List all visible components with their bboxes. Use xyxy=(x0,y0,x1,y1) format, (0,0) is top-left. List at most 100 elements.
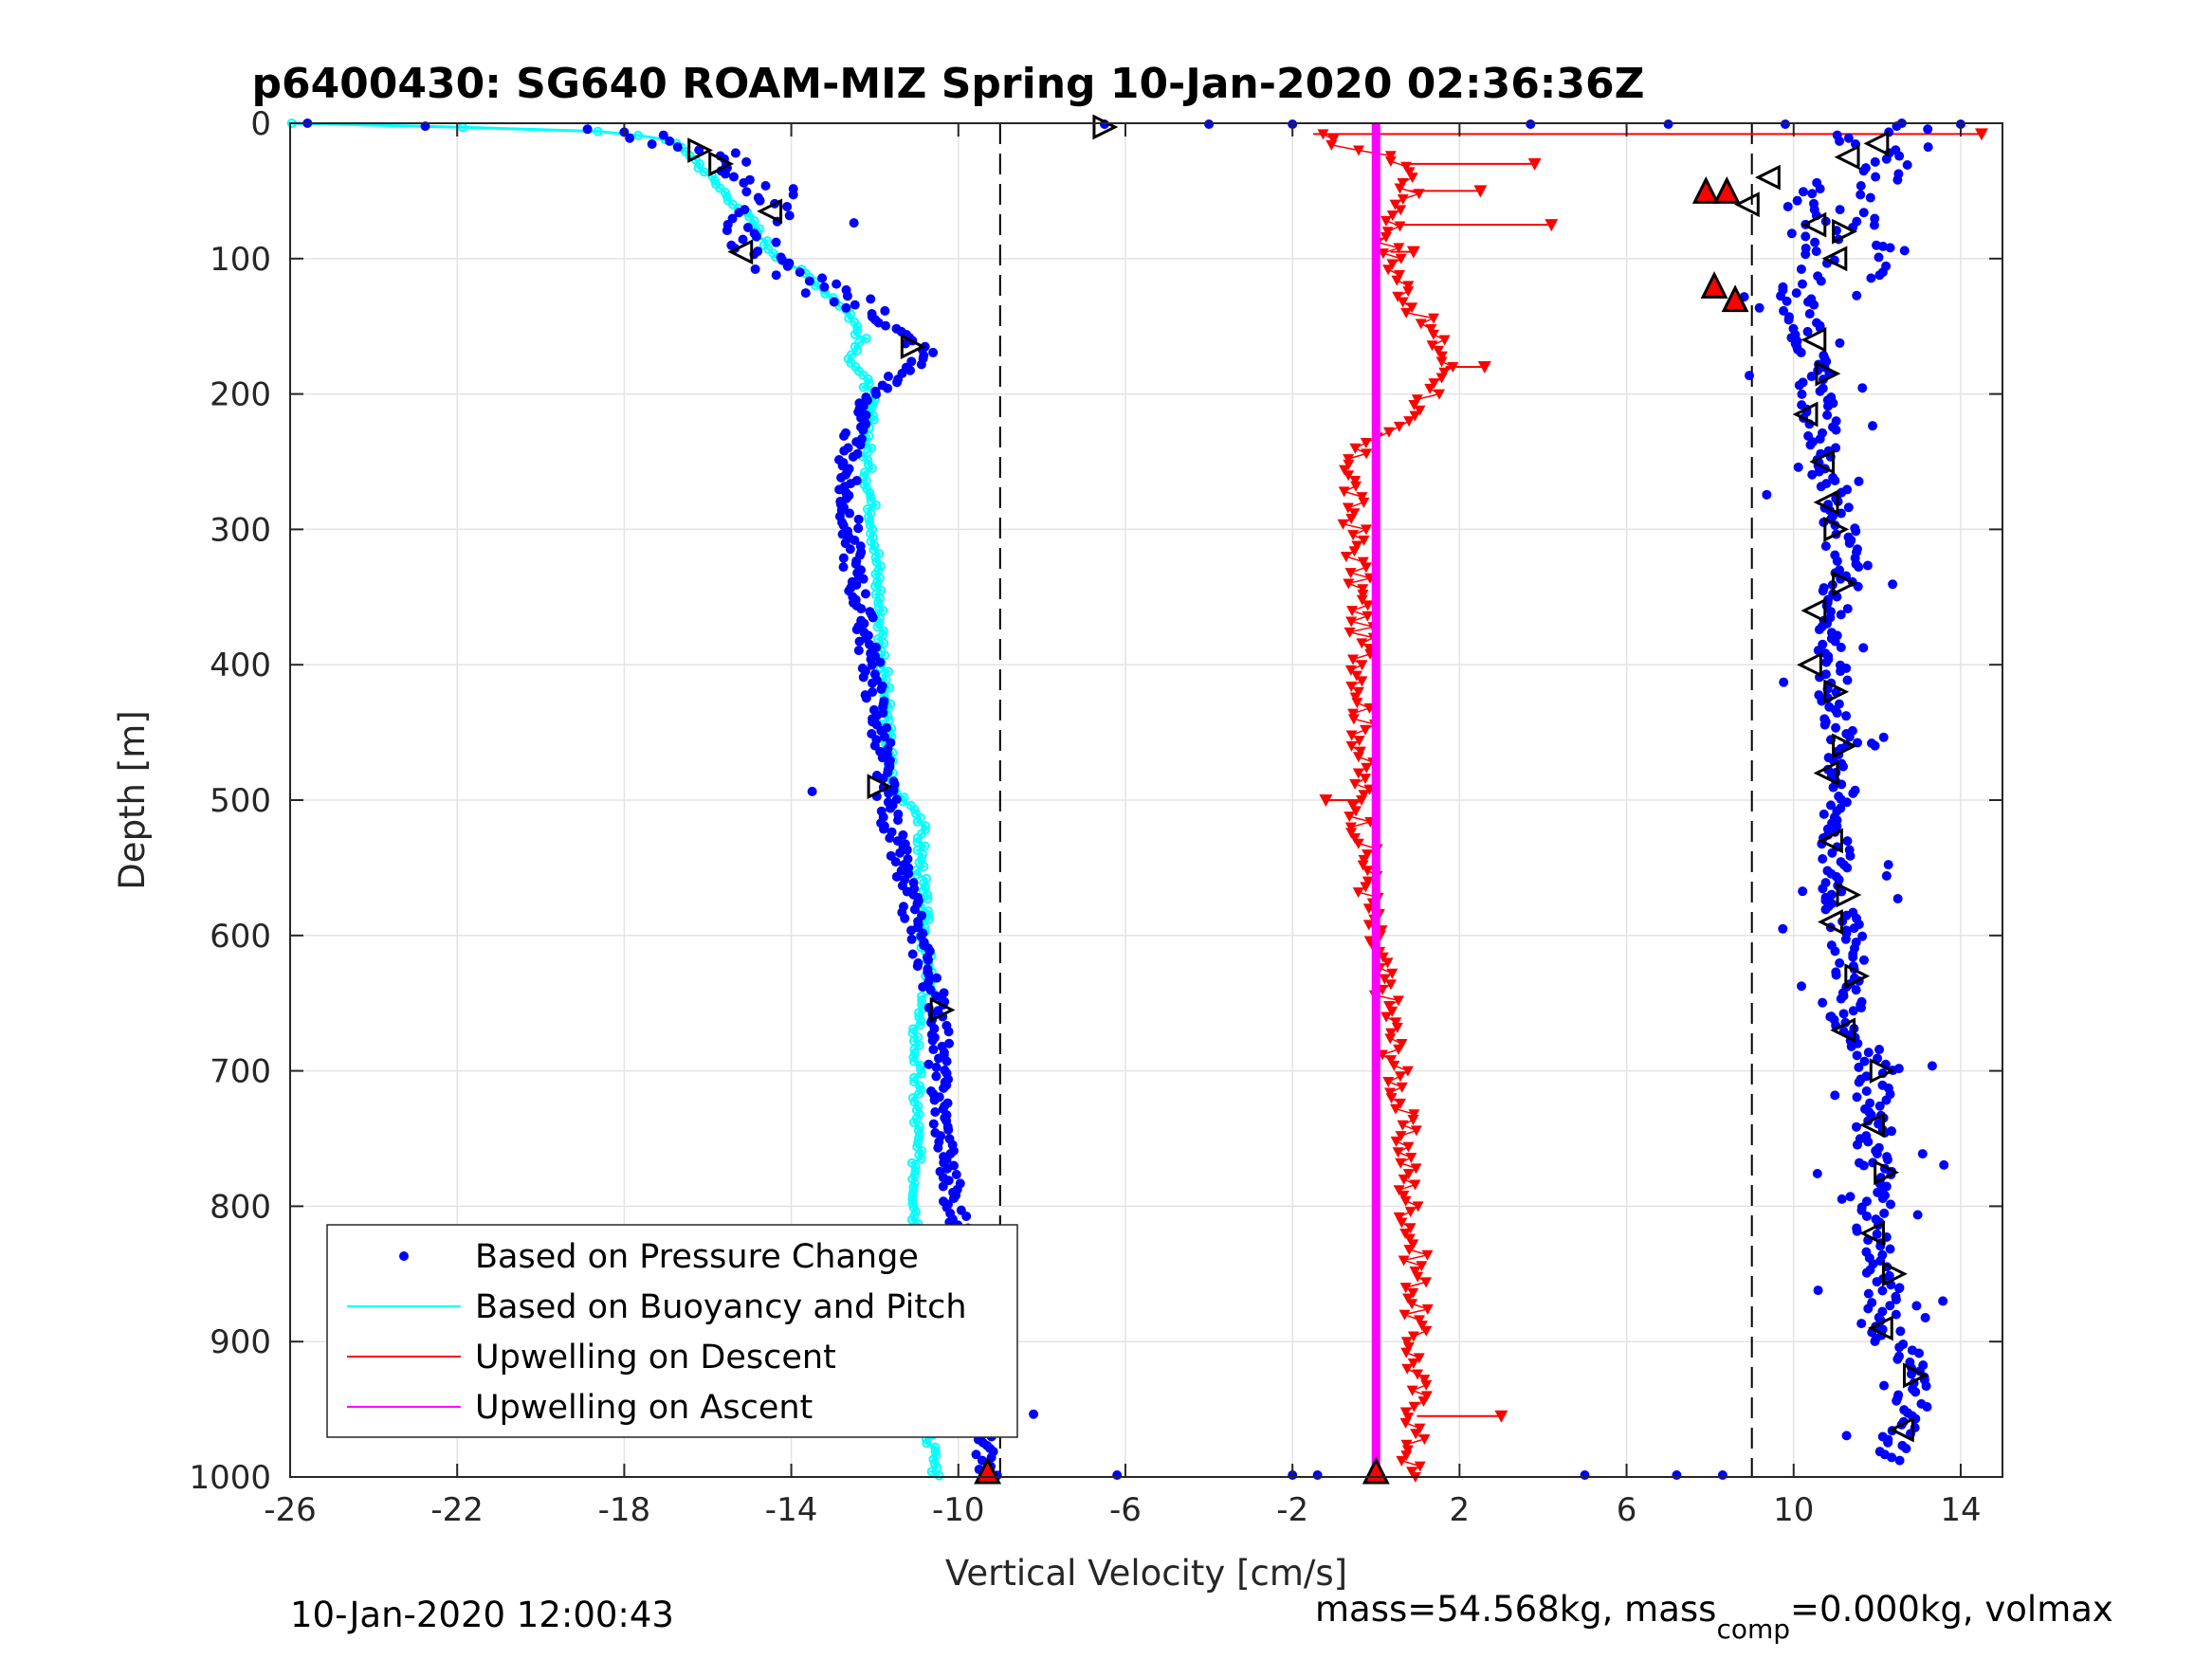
pressure-point xyxy=(1796,347,1806,357)
pressure-outlier xyxy=(1920,1312,1930,1322)
pressure-point xyxy=(1866,273,1876,283)
pressure-outlier xyxy=(1883,860,1893,870)
pressure-point xyxy=(928,347,939,357)
pressure-point xyxy=(943,1124,954,1135)
pressure-outlier-point xyxy=(1029,1409,1039,1419)
pressure-point xyxy=(906,934,917,944)
pressure-outlier xyxy=(1894,1284,1905,1294)
pressure-point xyxy=(1887,1452,1897,1463)
y-tick-label: 800 xyxy=(210,1188,271,1226)
pressure-point xyxy=(741,187,752,197)
legend: Based on Pressure Change Based on Buoyanc… xyxy=(326,1224,1018,1438)
pressure-point xyxy=(931,1062,941,1072)
pressure-outlier xyxy=(1845,1192,1856,1202)
pressure-outlier xyxy=(1877,241,1888,251)
pressure-point xyxy=(672,142,683,153)
pressure-point xyxy=(741,156,752,167)
pressure-outlier xyxy=(1826,395,1837,406)
pressure-point xyxy=(902,845,912,855)
pressure-point xyxy=(1815,184,1825,194)
pressure-point xyxy=(742,222,753,232)
pressure-point xyxy=(1838,761,1849,772)
pressure-point xyxy=(841,302,851,313)
pressure-point xyxy=(1921,1381,1931,1392)
stall-marker xyxy=(1867,1315,1893,1341)
pressure-point xyxy=(895,848,905,858)
pressure-point xyxy=(1836,994,1846,1004)
x-tick-label: 2 xyxy=(1450,1491,1471,1529)
pressure-point xyxy=(1820,904,1831,915)
pressure-outlier xyxy=(1745,371,1755,381)
stall-marker xyxy=(1801,211,1827,238)
pressure-point xyxy=(1858,955,1869,965)
x-tick-label: -26 xyxy=(264,1491,317,1529)
pressure-point xyxy=(728,172,739,182)
pressure-point xyxy=(923,1059,934,1069)
pressure-point xyxy=(1858,166,1869,176)
pressure-outlier xyxy=(1857,383,1868,393)
pressure-point xyxy=(848,451,858,462)
apogee-marker xyxy=(1700,271,1728,299)
pressure-point xyxy=(928,1119,939,1129)
stall-marker xyxy=(1801,327,1827,353)
pressure-point xyxy=(788,190,798,200)
pressure-outlier xyxy=(1849,923,1859,934)
stall-marker xyxy=(708,151,735,177)
pressure-outlier xyxy=(1887,1126,1897,1137)
pressure-point xyxy=(819,282,830,292)
stall-marker xyxy=(1830,1017,1856,1044)
pressure-point xyxy=(1892,1354,1903,1364)
pressure-point xyxy=(838,562,849,573)
pressure-point xyxy=(842,291,852,301)
pressure-outlier xyxy=(1895,1326,1906,1337)
stall-marker xyxy=(1832,733,1857,759)
buoyancy-point xyxy=(926,1467,937,1477)
pressure-point xyxy=(1852,1139,1862,1150)
apogee-marker xyxy=(1712,176,1741,204)
pressure-outlier xyxy=(1793,462,1803,472)
x-tick-label: 6 xyxy=(1617,1491,1637,1529)
tick-layer: -26 -22 -18 -14 -10 -6 -2 2 6 10 14010020030040050… xyxy=(189,105,2002,1529)
pressure-point xyxy=(1914,1348,1925,1358)
pressure-point xyxy=(890,857,901,867)
pressure-outlier xyxy=(1854,476,1864,486)
pressure-point xyxy=(867,660,877,670)
pressure-point xyxy=(1877,1285,1888,1296)
pressure-point xyxy=(1881,154,1892,164)
pressure-point xyxy=(907,949,918,959)
pressure-point xyxy=(1856,1003,1867,1013)
pressure-point xyxy=(941,1056,952,1066)
stall-marker xyxy=(1813,489,1839,516)
y-tick-label: 700 xyxy=(210,1053,271,1091)
pressure-point xyxy=(880,305,890,316)
pressure-outlier xyxy=(1899,246,1910,256)
pressure-point xyxy=(771,270,781,281)
pressure-point xyxy=(906,925,917,936)
pressure-point xyxy=(1873,1053,1883,1064)
pressure-point xyxy=(1818,586,1828,596)
pressure-outlier xyxy=(1778,923,1788,934)
pressure-outlier xyxy=(1939,1159,1949,1170)
pressure-point xyxy=(730,148,740,158)
stall-marker xyxy=(1821,246,1848,272)
stall-marker xyxy=(1818,828,1843,854)
pressure-outlier xyxy=(1893,1064,1904,1074)
pressure-point xyxy=(851,625,862,635)
pressure-point xyxy=(1857,931,1868,941)
pressure-point xyxy=(1856,180,1866,191)
pressure-point xyxy=(795,267,805,278)
pressure-point xyxy=(625,133,635,143)
legend-label: Upwelling on Descent xyxy=(475,1339,836,1376)
pressure-point xyxy=(1891,1309,1901,1320)
buoyancy-point xyxy=(699,167,709,177)
buoyancy-point xyxy=(920,841,930,851)
pressure-point xyxy=(1852,1092,1862,1103)
pressure-point xyxy=(1832,556,1842,566)
pressure-point xyxy=(1809,300,1819,310)
x-tick-label: 10 xyxy=(1773,1491,1814,1529)
pressure-point xyxy=(877,753,887,763)
pressure-point xyxy=(1841,711,1852,721)
pressure-point xyxy=(845,544,855,555)
pressure-point xyxy=(1856,190,1866,200)
pressure-point xyxy=(876,684,887,694)
